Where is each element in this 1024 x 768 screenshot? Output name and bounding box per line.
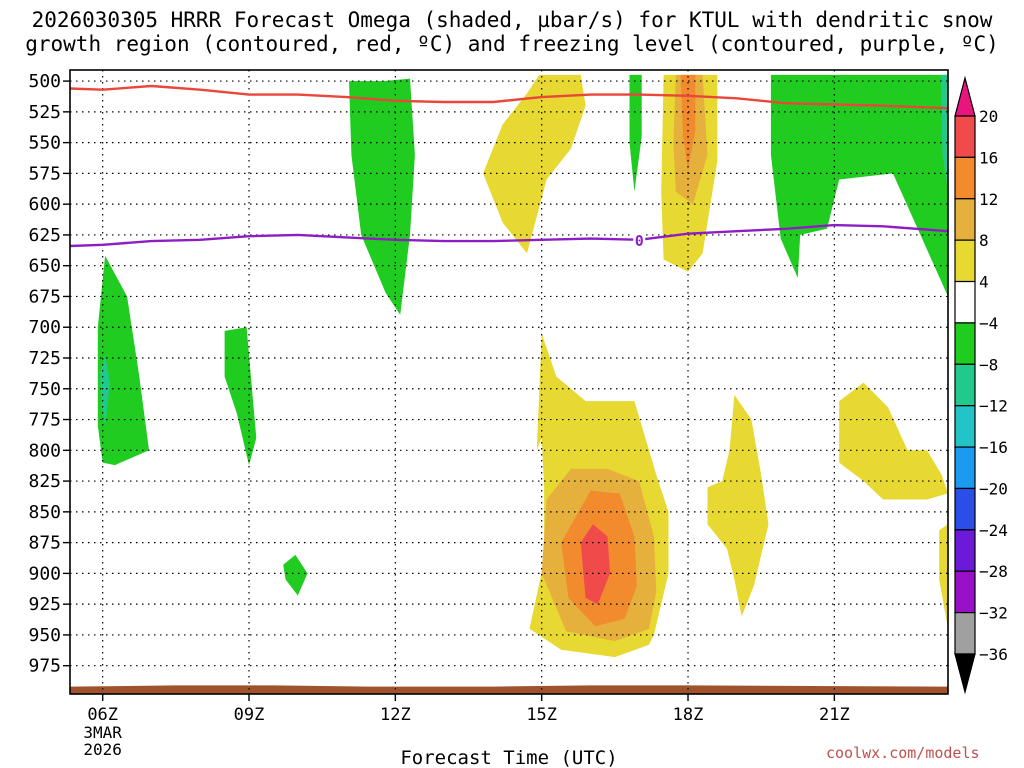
colorbar-label-4: 4: [979, 273, 989, 292]
x-tick-label-21Z: 21Z: [819, 705, 850, 725]
colorbar-segment-8: [954, 405, 976, 448]
y-tick-label-700: 700: [28, 317, 61, 338]
colorbar-label-2: 12: [979, 190, 998, 209]
omega-region-green-left-06z: [97, 255, 149, 466]
colorbar-label-5: −4: [979, 314, 998, 333]
colorbar-top-triangle: [954, 75, 976, 117]
y-tick-label-725: 725: [28, 348, 61, 369]
colorbar-label-0: 20: [979, 107, 998, 126]
chart-title: 2026030305 HRRR Forecast Omega (shaded, …: [0, 8, 1024, 56]
chart-title-line-1: 2026030305 HRRR Forecast Omega (shaded, …: [31, 8, 993, 32]
y-tick-label-875: 875: [28, 533, 61, 554]
x-tick-label-09Z: 09Z: [234, 705, 265, 725]
colorbar-label-3: 8: [979, 231, 989, 250]
y-tick-label-650: 650: [28, 256, 61, 277]
y-tick-label-925: 925: [28, 594, 61, 615]
y-tick-label-775: 775: [28, 410, 61, 431]
omega-region-teal-06z: [100, 355, 110, 426]
colorbar-label-11: −28: [979, 562, 1008, 581]
colorbar-segment-11: [954, 529, 976, 572]
colorbar-segment-6: [954, 322, 976, 365]
colorbar-label-9: −20: [979, 479, 1008, 498]
omega-region-yellow-upper-15z: [483, 74, 586, 254]
x-tick-sublabel-3mar: 3MAR: [83, 723, 122, 742]
x-tick-label-15Z: 15Z: [526, 705, 557, 725]
colorbar-segment-13: [954, 612, 976, 655]
y-tick-label-950: 950: [28, 625, 61, 646]
y-tick-label-825: 825: [28, 471, 61, 492]
omega-region-green-right-20z: [770, 74, 948, 297]
x-tick-label-06Z: 06Z: [87, 705, 118, 725]
colorbar-label-10: −24: [979, 521, 1008, 540]
colorbar-label-6: −8: [979, 355, 998, 374]
y-tick-label-500: 500: [28, 71, 61, 92]
colorbar-bottom-triangle: [954, 653, 976, 695]
contour-lines: 0: [69, 84, 949, 250]
freezing-level-label-bg: [633, 231, 646, 247]
x-tick-label-12Z: 12Z: [380, 705, 411, 725]
colorbar-segment-7: [954, 363, 976, 407]
colorbar-label-7: −12: [979, 397, 1008, 416]
colorbar-segment-10: [954, 487, 976, 531]
y-tick-label-675: 675: [28, 286, 61, 307]
omega-region-teal-edge: [940, 74, 948, 192]
y-tick-label-900: 900: [28, 563, 61, 584]
terrain-band: [70, 685, 948, 694]
omega-region-yellow-edge: [939, 524, 948, 629]
y-tick-label-550: 550: [28, 133, 61, 154]
omega-shading: [97, 74, 948, 658]
colorbar-label-12: −32: [979, 604, 1008, 623]
x-tick-sublabel-2026: 2026: [83, 740, 122, 759]
omega-region-green-upper-12z: [349, 78, 415, 315]
y-tick-label-625: 625: [28, 225, 61, 246]
colorbar-segment-5: [954, 280, 976, 324]
freezing-level-label: 0: [635, 232, 644, 250]
colorbar-segment-3: [954, 198, 976, 241]
colorbar-segment-2: [954, 156, 976, 200]
gridlines: [70, 70, 948, 694]
omega-region-yellow-21z: [839, 382, 948, 500]
colorbar-label-1: 16: [979, 148, 998, 167]
terrain-layer: [70, 685, 948, 694]
freezing-level-contour-line: [69, 223, 949, 248]
y-tick-label-525: 525: [28, 102, 61, 123]
colorbar: 20 16 12 8 4 −4 −8 −12 −16 −20 −24 −28 −32 −36: [954, 75, 1008, 695]
omega-region-green-17z: [629, 74, 642, 192]
y-axis: 500 525 550 575 600 625 650 675 700 725 750 775 800 8…: [28, 71, 70, 677]
omega-region-green-09z: [224, 327, 257, 466]
colorbar-segment-9: [954, 446, 976, 490]
colorbar-segment-1: [954, 115, 976, 158]
omega-region-green-small-10z: [283, 554, 308, 596]
y-tick-label-850: 850: [28, 502, 61, 523]
colorbar-segment-12: [954, 570, 976, 614]
y-tick-label-975: 975: [28, 656, 61, 677]
snow-growth-contour-line: [69, 84, 949, 110]
omega-region-yellow-19z: [707, 394, 769, 617]
x-axis-label: Forecast Time (UTC): [400, 747, 617, 768]
chart-title-line-2: growth region (contoured, red, ºC) and f…: [25, 32, 999, 56]
omega-region-orange-18z: [680, 74, 696, 171]
colorbar-label-8: −16: [979, 438, 1008, 457]
colorbar-segment-4: [954, 239, 976, 283]
x-tick-label-18Z: 18Z: [673, 705, 704, 725]
y-tick-label-575: 575: [28, 163, 61, 184]
colorbar-label-13: −36: [979, 645, 1008, 664]
y-tick-label-750: 750: [28, 379, 61, 400]
plot-frame: [69, 69, 949, 695]
omega-region-red-lower-16z: [580, 524, 610, 605]
y-tick-label-600: 600: [28, 194, 61, 215]
y-tick-label-800: 800: [28, 440, 61, 461]
credit-text: coolwx.com/models: [826, 744, 980, 762]
